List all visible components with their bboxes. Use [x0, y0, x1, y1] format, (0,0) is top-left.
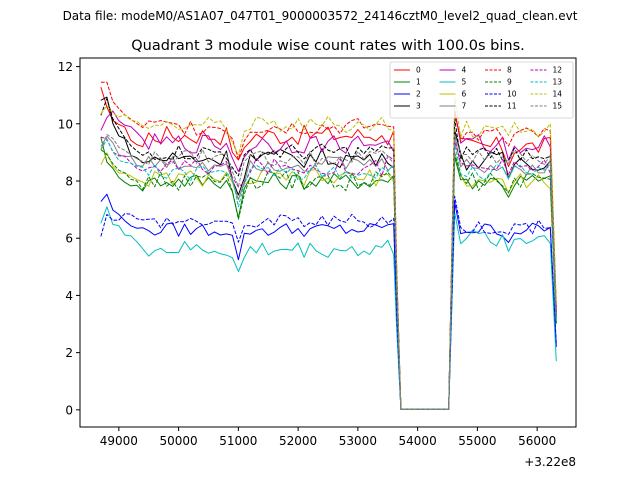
legend-label-1: 1 [416, 78, 421, 87]
series-line-11 [100, 98, 557, 410]
chart-suptitle: Data file: modeM0/AS1A07_047T01_90000035… [63, 9, 578, 23]
legend-label-14: 14 [553, 90, 563, 99]
legend-label-11: 11 [507, 102, 517, 111]
legend-label-7: 7 [462, 102, 467, 111]
y-tick-label: 8 [65, 175, 73, 189]
series-line-15 [100, 133, 557, 410]
chart-title: Quadrant 3 module wise count rates with … [131, 38, 525, 54]
legend-label-8: 8 [507, 66, 512, 75]
x-tick-label: 50000 [160, 434, 198, 448]
x-tick-label: 53000 [339, 434, 377, 448]
legend-box [389, 61, 574, 119]
series-line-5 [100, 206, 557, 410]
plot-frame [79, 57, 577, 428]
legend-label-4: 4 [462, 66, 467, 75]
y-tick-label: 0 [65, 403, 73, 417]
y-tick-label: 2 [65, 346, 73, 360]
legend-label-12: 12 [553, 66, 563, 75]
series-line-2 [100, 193, 557, 410]
series-line-4 [100, 109, 557, 410]
legend-label-9: 9 [507, 78, 512, 87]
x-tick-label: 51000 [219, 434, 257, 448]
series-layer [100, 81, 557, 410]
series-line-9 [100, 149, 557, 410]
axes-layer: 49000 50000 51000 52000 53000 54000 55000 56000… [58, 60, 557, 448]
plot-area [80, 58, 576, 427]
series-line-13 [100, 139, 557, 410]
x-tick-label: 56000 [518, 434, 556, 448]
series-line-0 [100, 86, 557, 410]
series-line-1 [100, 137, 557, 410]
x-tick-label: 49000 [100, 434, 138, 448]
y-tick-label: 12 [58, 60, 73, 74]
y-tick-label: 6 [65, 232, 73, 246]
legend-label-5: 5 [462, 78, 467, 87]
legend-label-0: 0 [416, 66, 421, 75]
series-line-14 [100, 97, 557, 410]
x-tick-label: 54000 [399, 434, 437, 448]
series-line-7 [100, 134, 557, 410]
series-line-8 [100, 81, 557, 410]
legend-label-6: 6 [462, 90, 467, 99]
legend-label-2: 2 [416, 90, 421, 99]
y-tick-label: 10 [58, 117, 73, 131]
legend-label-10: 10 [507, 90, 517, 99]
legend-label-3: 3 [416, 102, 421, 111]
legend-label-15: 15 [553, 102, 563, 111]
x-axis-offset-label: +3.22e8 [524, 455, 576, 469]
series-line-10 [100, 195, 557, 410]
y-tick-label: 4 [65, 289, 73, 303]
x-tick-label: 52000 [279, 434, 317, 448]
x-tick-label: 55000 [458, 434, 496, 448]
legend-label-13: 13 [553, 78, 563, 87]
